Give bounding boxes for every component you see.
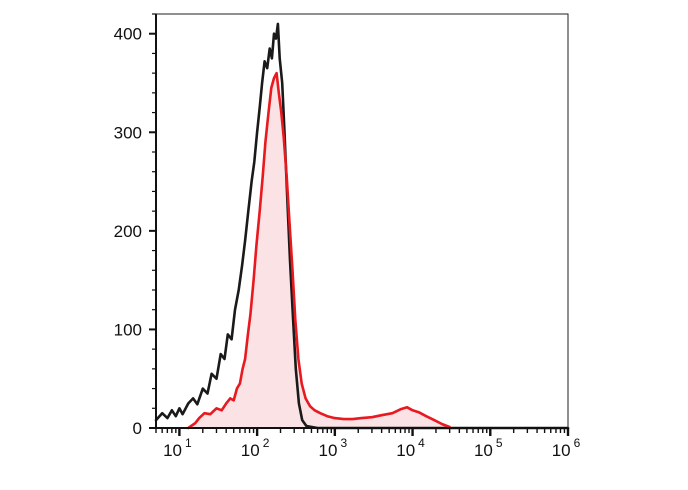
x-tick-label: 10 4 [396, 436, 425, 460]
axis-layer [149, 13, 570, 436]
series-0-line [154, 22, 570, 430]
y-tick-label: 100 [114, 320, 142, 339]
label-layer: 0 100 200 300 400 10 1 10 2 10 3 10 4 10 5 10 6 [114, 25, 581, 460]
series-1-fill [188, 73, 450, 428]
x-tick-label: 10 1 [163, 436, 192, 460]
y-tick-label: 0 [133, 419, 142, 438]
y-tick-label: 400 [114, 25, 142, 44]
fill-layer [188, 73, 450, 428]
x-tick-label: 10 2 [241, 436, 270, 460]
line-layer [154, 22, 570, 430]
series-1-line [187, 71, 451, 430]
y-tick-label: 300 [114, 123, 142, 142]
x-tick-label: 10 5 [474, 436, 503, 460]
x-tick-label: 10 3 [319, 436, 348, 460]
y-tick-label: 200 [114, 222, 142, 241]
x-tick-label: 10 6 [552, 436, 581, 460]
